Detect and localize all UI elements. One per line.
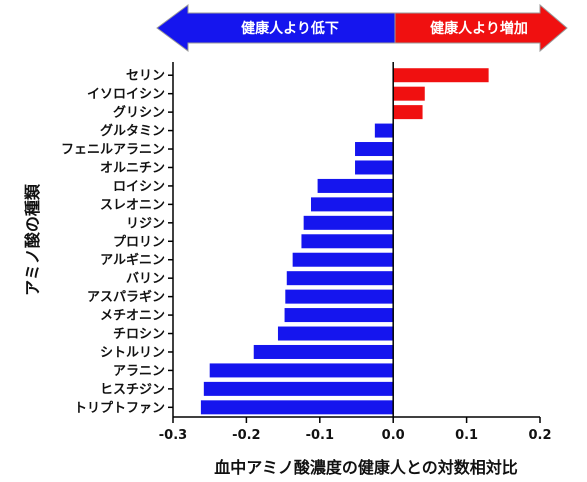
banner-arrow: 健康人より低下 健康人より増加: [156, 3, 568, 53]
category-label: フェニルアラニン: [61, 143, 165, 158]
decrease-label: 健康人より低下: [241, 20, 339, 37]
bar-13: [285, 289, 394, 304]
bar-17: [209, 363, 394, 378]
category-label: スレオニン: [100, 198, 165, 213]
bar-6: [355, 160, 394, 175]
category-label: イソロイシン: [87, 87, 165, 102]
category-label: グルタミン: [100, 123, 165, 139]
bar-1: [393, 68, 489, 83]
increase-label: 健康人より増加: [430, 20, 528, 37]
category-label: バリン: [126, 272, 165, 287]
bar-11: [292, 252, 394, 267]
category-label: トリプトファン: [74, 401, 165, 416]
bar-5: [355, 142, 394, 157]
bar-16: [253, 344, 394, 359]
bar-2: [393, 86, 425, 101]
x-axis-title: 血中アミノ酸濃度の健康人との対数相対比: [214, 458, 518, 477]
category-label: ヒスチジン: [100, 382, 165, 397]
category-label: シトルリン: [100, 345, 165, 360]
bar-8: [310, 197, 394, 212]
x-tick-label: 0.1: [455, 428, 478, 443]
category-label: アルギニン: [100, 252, 165, 268]
x-tick-label: -0.3: [159, 428, 187, 443]
category-label: ロイシン: [113, 179, 165, 194]
bar-18: [203, 381, 394, 396]
bars-layer: [200, 68, 489, 415]
bar-15: [277, 326, 394, 341]
bar-4: [374, 123, 394, 138]
category-label: アラニン: [113, 364, 165, 379]
y-axis-title: アミノ酸の種類: [23, 183, 42, 296]
category-label: リジン: [126, 216, 165, 231]
x-tick-label: 0.2: [528, 428, 551, 443]
x-tick-label: -0.2: [232, 428, 260, 443]
increase-arrow: [394, 3, 568, 53]
bar-12: [286, 271, 394, 286]
x-tick-label: 0.0: [382, 428, 405, 443]
x-tick-label: -0.1: [306, 428, 334, 443]
bar-7: [317, 178, 394, 193]
category-label: メチオニン: [100, 309, 165, 324]
bar-10: [301, 234, 394, 249]
category-labels: セリンイソロイシングリシングルタミンフェニルアラニンオルニチンロイシンスレオニン…: [61, 69, 173, 416]
category-label: プロリン: [113, 235, 165, 250]
bar-19: [200, 400, 394, 415]
category-label: チロシン: [113, 327, 165, 342]
category-label: グリシン: [113, 105, 165, 121]
bar-3: [393, 105, 423, 120]
category-label: オルニチン: [100, 161, 165, 176]
bar-9: [303, 215, 394, 230]
x-axis: -0.3 -0.2 -0.1 0.0 0.1 0.2: [159, 62, 552, 443]
bar-14: [284, 308, 394, 323]
category-label: アスパラギン: [87, 289, 165, 305]
category-label: セリン: [126, 69, 165, 84]
